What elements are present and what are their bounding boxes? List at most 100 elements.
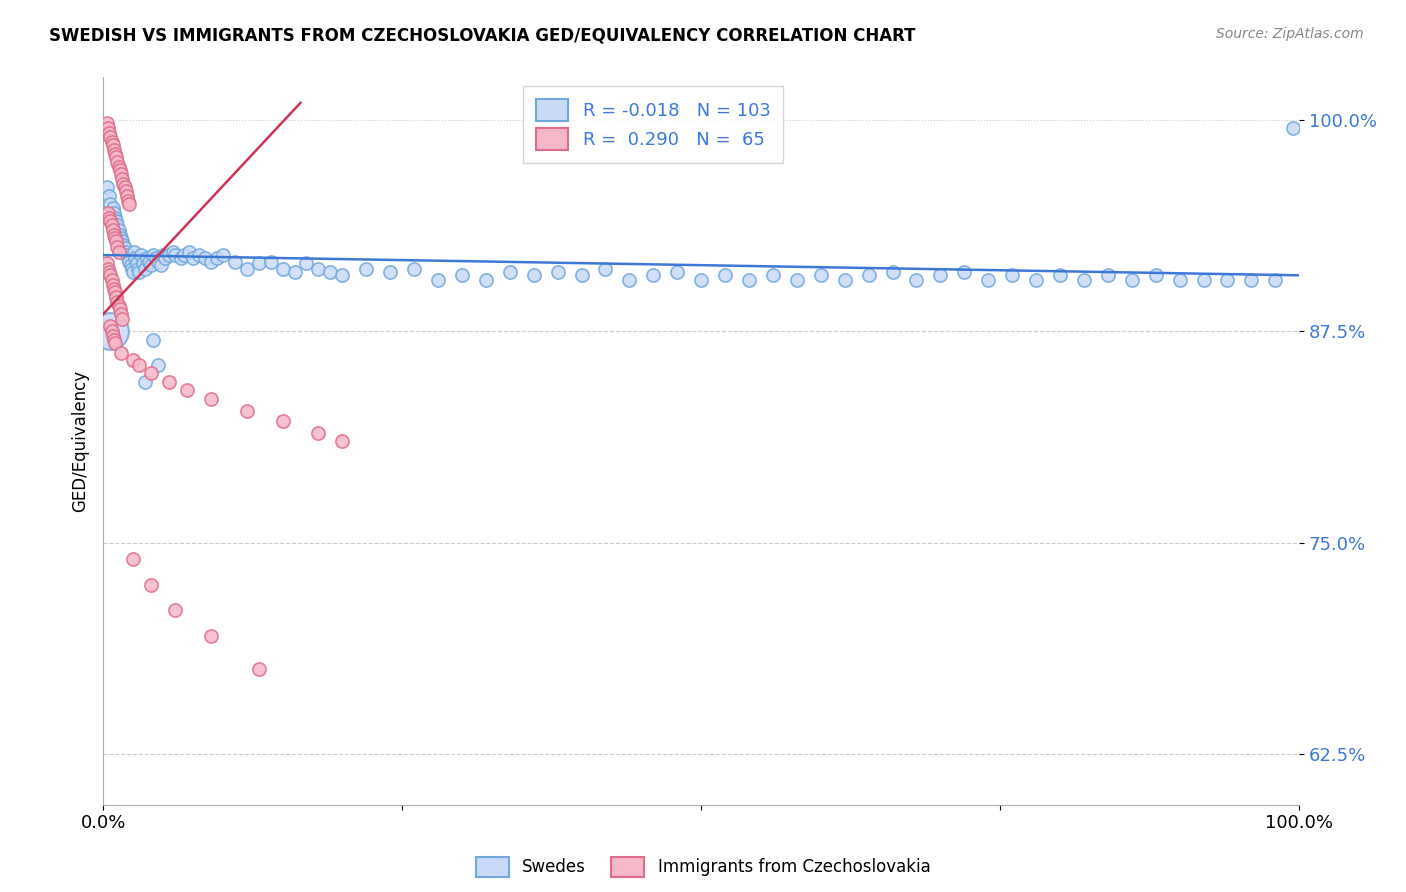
Point <box>162 244 184 259</box>
Point <box>714 268 737 283</box>
Point <box>110 231 132 245</box>
Point <box>104 211 127 225</box>
Point <box>134 261 156 276</box>
Point <box>98 268 121 283</box>
Point <box>110 346 132 360</box>
Point <box>110 307 132 321</box>
Point <box>858 268 880 283</box>
Point <box>100 218 122 232</box>
Point <box>105 214 128 228</box>
Legend: R = -0.018   N = 103, R =  0.290   N =  65: R = -0.018 N = 103, R = 0.290 N = 65 <box>523 87 783 163</box>
Point <box>111 312 134 326</box>
Point <box>929 268 952 283</box>
Point <box>120 258 142 272</box>
Point <box>738 273 761 287</box>
Point <box>111 235 134 249</box>
Point <box>112 238 135 252</box>
Point <box>235 403 257 417</box>
Point <box>107 160 129 174</box>
Point <box>181 252 204 266</box>
Point <box>114 241 136 255</box>
Point <box>1097 268 1119 283</box>
Point <box>643 268 665 283</box>
Point <box>108 163 131 178</box>
Point <box>187 248 209 262</box>
Point <box>200 392 222 406</box>
Point <box>138 254 160 268</box>
Point <box>1049 268 1071 283</box>
Point <box>107 239 129 253</box>
Point <box>131 248 153 262</box>
Point <box>97 205 120 219</box>
Point <box>142 248 165 262</box>
Point <box>139 367 162 381</box>
Point <box>142 333 165 347</box>
Point <box>118 197 141 211</box>
Point <box>163 248 186 262</box>
Point <box>103 143 125 157</box>
Point <box>152 248 174 262</box>
Point <box>953 265 976 279</box>
Point <box>97 121 120 136</box>
Point <box>107 244 129 259</box>
Point <box>762 268 785 283</box>
Point <box>1144 268 1167 283</box>
Text: Source: ZipAtlas.com: Source: ZipAtlas.com <box>1216 27 1364 41</box>
Point <box>110 167 132 181</box>
Point <box>98 319 121 334</box>
Point <box>104 231 127 245</box>
Point <box>211 248 233 262</box>
Point <box>157 375 180 389</box>
Point <box>595 261 617 276</box>
Point <box>98 126 121 140</box>
Point <box>118 254 141 268</box>
Point <box>173 248 195 262</box>
Point <box>105 235 128 249</box>
Point <box>101 138 124 153</box>
Text: SWEDISH VS IMMIGRANTS FROM CZECHOSLOVAKIA GED/EQUIVALENCY CORRELATION CHART: SWEDISH VS IMMIGRANTS FROM CZECHOSLOVAKI… <box>49 27 915 45</box>
Point <box>125 256 148 270</box>
Point <box>98 189 121 203</box>
Point <box>107 222 129 236</box>
Point <box>170 252 193 266</box>
Point <box>200 629 222 643</box>
Point <box>834 273 856 287</box>
Point <box>499 265 522 279</box>
Point <box>271 261 294 276</box>
Point <box>176 384 198 398</box>
Point <box>1282 121 1305 136</box>
Point <box>104 285 127 300</box>
Point <box>1121 273 1143 287</box>
Point <box>131 256 153 270</box>
Point <box>96 256 118 270</box>
Point <box>114 180 136 194</box>
Point <box>1240 273 1263 287</box>
Point <box>97 261 120 276</box>
Point <box>98 214 121 228</box>
Point <box>179 244 201 259</box>
Point <box>128 265 150 279</box>
Point <box>330 434 353 448</box>
Point <box>1001 268 1024 283</box>
Point <box>200 254 222 268</box>
Point <box>122 244 145 259</box>
Point <box>1168 273 1191 287</box>
Point <box>271 414 294 428</box>
Point <box>194 252 217 266</box>
Point <box>127 261 149 276</box>
Y-axis label: GED/Equivalency: GED/Equivalency <box>72 370 89 512</box>
Point <box>98 197 121 211</box>
Point <box>205 252 228 266</box>
Point <box>163 603 186 617</box>
Point <box>139 258 162 272</box>
Point <box>295 256 318 270</box>
Point <box>155 252 177 266</box>
Point <box>404 261 426 276</box>
Point <box>307 261 329 276</box>
Point <box>1192 273 1215 287</box>
Legend: Swedes, Immigrants from Czechoslovakia: Swedes, Immigrants from Czechoslovakia <box>468 850 938 884</box>
Point <box>259 254 281 268</box>
Point <box>108 302 131 317</box>
Point <box>690 273 713 287</box>
Point <box>235 261 257 276</box>
